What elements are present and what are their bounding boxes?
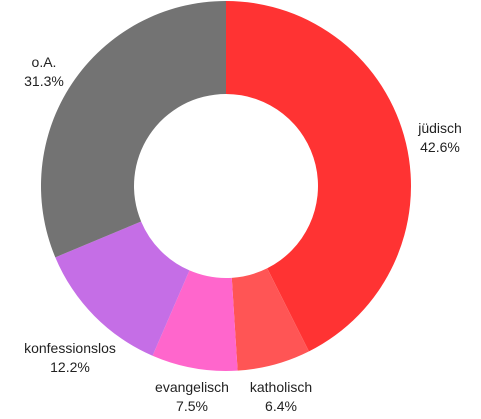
slice-katholisch bbox=[231, 268, 309, 371]
slice-label: evangelisch bbox=[155, 379, 229, 395]
slice-label: katholisch bbox=[250, 379, 312, 395]
slice-label: konfessionslos bbox=[24, 340, 116, 356]
slice-percent-label: 6.4% bbox=[265, 398, 297, 414]
slice-percent-label: 12.2% bbox=[50, 359, 90, 375]
slice-percent-label: 31.3% bbox=[24, 73, 64, 89]
slice-konfessionslos bbox=[55, 221, 190, 356]
donut-slices bbox=[40, 1, 411, 372]
slice-evangelisch bbox=[152, 270, 238, 372]
slice-percent-label: 42.6% bbox=[420, 139, 460, 155]
slice-label: o.A. bbox=[32, 54, 57, 70]
slice-o-a- bbox=[40, 1, 226, 258]
slice-jüdisch bbox=[226, 1, 411, 352]
slice-label: jüdisch bbox=[417, 120, 462, 136]
slice-percent-label: 7.5% bbox=[176, 398, 208, 414]
donut-labels: jüdisch 42.6% katholisch 6.4% evangelisch 7.5… bbox=[24, 54, 462, 414]
